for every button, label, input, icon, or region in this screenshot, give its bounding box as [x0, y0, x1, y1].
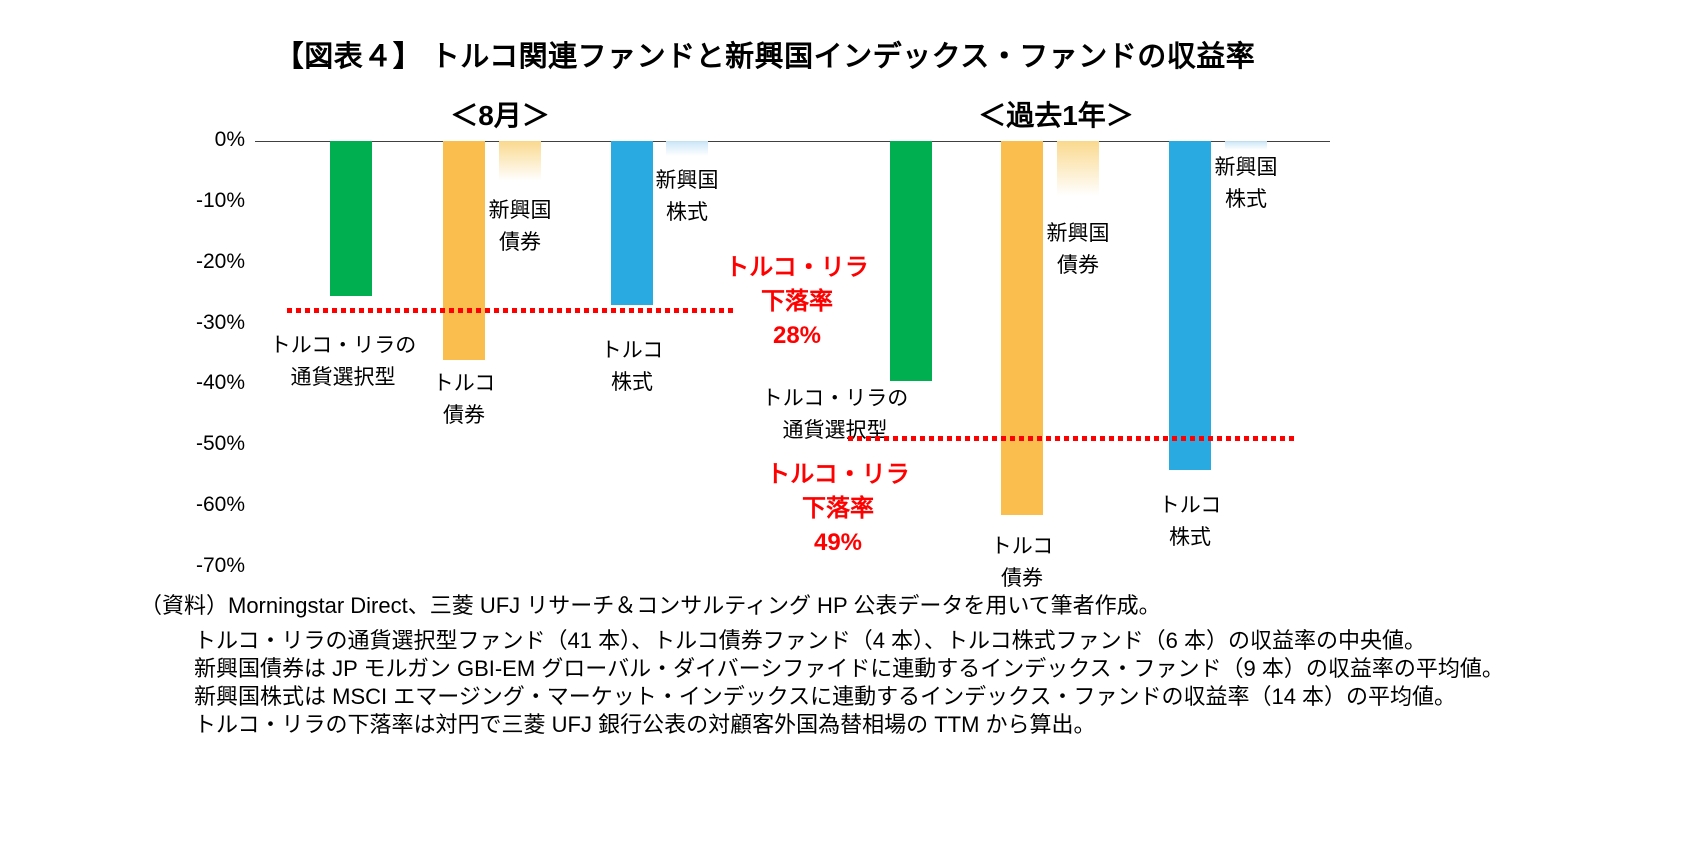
y-axis-tick-label: -50% [195, 432, 245, 456]
y-axis-tick-label: -30% [195, 310, 245, 334]
footnote-line: 新興国債券は JP モルガン GBI-EM グローバル・ダイバーシファイドに連動… [194, 656, 1504, 681]
bar-label-em-bond: 新興国 債券 [1046, 222, 1110, 277]
y-axis-tick-label: -20% [195, 249, 245, 273]
footnote-line: （資料）Morningstar Direct、三菱 UFJ リサーチ＆コンサルテ… [140, 593, 1161, 618]
group-header-past-1-year: ＜過去1年＞ [978, 100, 1134, 131]
y-axis-tick-label: 0% [214, 128, 245, 151]
bar-turkey-stock [611, 141, 653, 306]
bar-label-em-stock: 新興国 株式 [1214, 156, 1278, 211]
bar-em-stock [666, 141, 708, 157]
footnote-line: 新興国株式は MSCI エマージング・マーケット・インデックスに連動するインデッ… [194, 684, 1457, 709]
bar-label-em-stock: 新興国 株式 [655, 169, 719, 224]
bar-turkey-bond [1001, 141, 1043, 516]
bar-label-lira-currency-select: トルコ・リラの 通貨選択型 [269, 334, 417, 389]
chart-title: 【図表４】 トルコ関連ファンドと新興国インデックス・ファンドの収益率 [274, 41, 1256, 73]
footnotes: （資料）Morningstar Direct、三菱 UFJ リサーチ＆コンサルテ… [140, 592, 1660, 739]
y-axis-tick-label: -10% [195, 188, 245, 212]
footnote-line: トルコ・リラの通貨選択型ファンド（41 本）、トルコ債券ファンド（4 本）、トル… [194, 628, 1426, 653]
bar-label-turkey-stock: トルコ 株式 [1158, 494, 1222, 549]
bar-label-turkey-bond: トルコ 債券 [990, 535, 1054, 590]
bar-em-stock [1225, 141, 1267, 151]
lira-decline-annotation: トルコ・リラ 下落率 28% [725, 254, 869, 349]
bar-turkey-stock [1169, 141, 1211, 470]
y-axis-tick-label: -60% [195, 493, 245, 517]
bar-em-bond [1057, 141, 1099, 196]
bar-lira-currency-select [330, 141, 372, 297]
bar-label-em-bond: 新興国 債券 [488, 199, 552, 254]
lira-decline-reference-line [848, 436, 1295, 442]
lira-decline-reference-line [287, 308, 737, 314]
zero-axis-line [255, 141, 1330, 142]
bar-label-turkey-bond: トルコ 債券 [432, 372, 496, 427]
bar-turkey-bond [443, 141, 485, 361]
bar-lira-currency-select [890, 141, 932, 382]
lira-decline-annotation: トルコ・リラ 下落率 49% [766, 461, 910, 556]
bar-label-turkey-stock: トルコ 株式 [600, 339, 664, 394]
y-axis-tick-label: -40% [195, 371, 245, 395]
y-axis-tick-label: -70% [195, 553, 245, 577]
group-header-august: ＜8月＞ [450, 100, 550, 131]
footnote-line: トルコ・リラの下落率は対円で三菱 UFJ 銀行公表の対顧客外国為替相場の TTM… [194, 712, 1096, 737]
bar-em-bond [499, 141, 541, 181]
